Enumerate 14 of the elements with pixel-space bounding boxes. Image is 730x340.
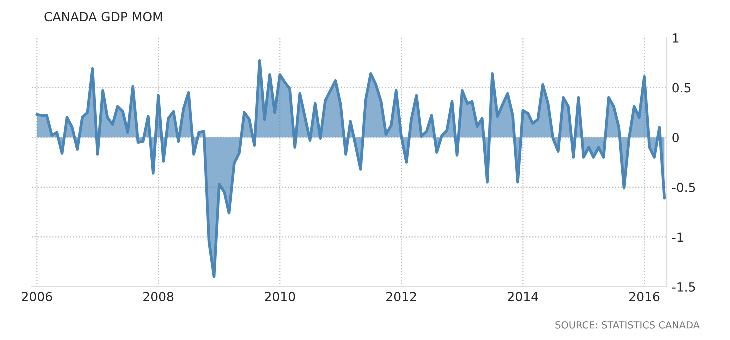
chart-title: CANADA GDP MOM bbox=[44, 12, 162, 22]
x-tick-label: 2012 bbox=[386, 292, 416, 302]
y-tick-label: 0.5 bbox=[672, 83, 691, 93]
x-tick-label: 2010 bbox=[265, 292, 296, 302]
x-tick-label: 2014 bbox=[508, 292, 538, 302]
x-tick-label: 2016 bbox=[630, 292, 660, 302]
y-tick-label: -1.5 bbox=[672, 282, 696, 292]
source-note: SOURCE: STATISTICS CANADA bbox=[556, 321, 700, 329]
y-tick-label: -1 bbox=[672, 232, 684, 242]
y-tick-label: -0.5 bbox=[672, 182, 696, 192]
x-tick-label: 2006 bbox=[22, 292, 52, 302]
y-tick-label: 0 bbox=[672, 133, 679, 143]
y-tick-label: 1 bbox=[673, 34, 679, 43]
x-tick-label: 2008 bbox=[144, 292, 174, 302]
